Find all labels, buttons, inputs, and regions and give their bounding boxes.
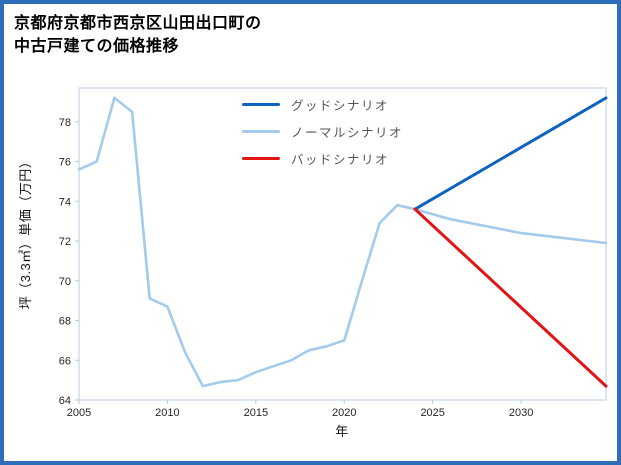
chart-title: 京都府京都市西京区山田出口町の 中古戸建ての価格推移 bbox=[14, 12, 262, 58]
y-tick-label: 64 bbox=[59, 395, 71, 407]
x-tick-label: 2025 bbox=[420, 407, 444, 419]
chart-svg: 2005 2010 2015 2020 2025 2030 64 66 68 70 72 74 76 78… bbox=[18, 87, 608, 439]
x-tick-label: 2005 bbox=[67, 407, 91, 419]
legend-label-good-scenario: グッドシナリオ bbox=[291, 99, 390, 113]
y-tick-label: 78 bbox=[59, 117, 71, 129]
legend-item-bad-scenario: バッドシナリオ bbox=[242, 150, 403, 167]
y-tick-label: 68 bbox=[59, 316, 71, 328]
y-axis-label: 坪（3.3㎡）単価（万円） bbox=[18, 155, 33, 310]
legend-swatch-bad-scenario bbox=[242, 157, 280, 160]
series-line-normal-scenario bbox=[77, 96, 608, 388]
legend-label-bad-scenario: バッドシナリオ bbox=[291, 153, 390, 167]
x-tick-label: 2015 bbox=[244, 407, 268, 419]
x-tick-label: 2020 bbox=[332, 407, 356, 419]
y-tick-label: 74 bbox=[59, 196, 71, 208]
y-tick-label: 72 bbox=[59, 236, 71, 248]
legend-swatch-good-scenario bbox=[242, 103, 280, 106]
series-line-bad-scenario bbox=[413, 207, 608, 388]
chart-title-line1: 京都府京都市西京区山田出口町の bbox=[14, 15, 262, 32]
series-line-good-scenario bbox=[413, 96, 608, 211]
x-tick-label: 2030 bbox=[509, 407, 533, 419]
y-tick-label: 70 bbox=[59, 276, 71, 288]
y-tick-label: 76 bbox=[59, 157, 71, 169]
x-axis-label: 年 bbox=[335, 424, 349, 439]
legend-label-normal-scenario: ノーマルシナリオ bbox=[291, 126, 404, 140]
legend-item-normal-scenario: ノーマルシナリオ bbox=[242, 123, 403, 140]
plot-layer: 2005 2010 2015 2020 2025 2030 64 66 68 70 72 74 76 78 bbox=[59, 87, 608, 419]
y-tick-label: 66 bbox=[59, 355, 71, 367]
legend-item-good-scenario: グッドシナリオ bbox=[242, 96, 403, 113]
legend-swatch-normal-scenario bbox=[242, 130, 280, 133]
chart-legend: グッドシナリオ ノーマルシナリオ バッドシナリオ bbox=[242, 96, 403, 167]
chart-title-line2: 中古戸建ての価格推移 bbox=[14, 38, 180, 55]
x-tick-label: 2010 bbox=[155, 407, 179, 419]
